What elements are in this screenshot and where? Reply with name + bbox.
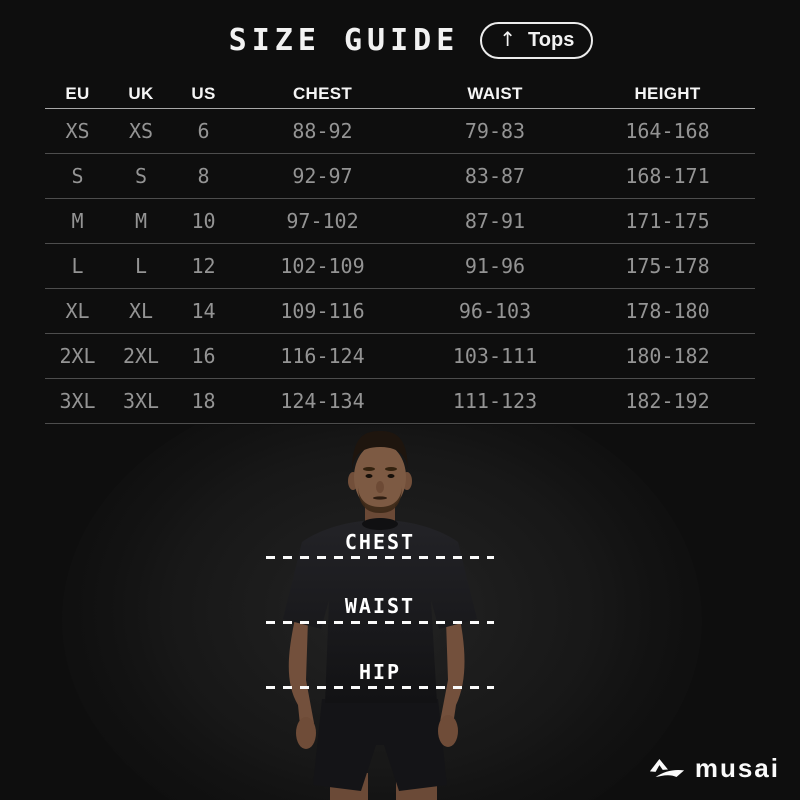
brand-logo-icon (649, 759, 684, 778)
table-cell: 2XL (122, 344, 160, 368)
table-header-row: EU UK US CHEST WAIST HEIGHT (45, 80, 755, 109)
column-header-chest: CHEST (292, 84, 353, 103)
table-cell: 6 (197, 119, 210, 143)
table-row-xs: XS XS 6 88-92 79-83 164-168 (45, 109, 755, 154)
measurement-label-hip: HIP (358, 660, 402, 684)
table-cell: 3XL (59, 389, 96, 413)
table-cell: L (134, 254, 148, 278)
column-header-waist: WAIST (467, 84, 523, 103)
table-cell: 102-109 (280, 254, 365, 278)
column-header-height: HEIGHT (634, 84, 701, 103)
table-cell: S (71, 164, 84, 188)
hip-dashed-line (266, 686, 494, 689)
model-photo (62, 425, 702, 800)
table-cell: 91-96 (464, 254, 526, 278)
table-row-xl: XL XL 14 109-116 96-103 178-180 (45, 289, 755, 334)
table-cell: 175-178 (625, 254, 710, 278)
table-cell: S (134, 164, 148, 188)
page-title: SIZE GUIDE (228, 22, 460, 58)
brand-logo-text: musai (694, 752, 780, 783)
table-cell: 103-111 (452, 344, 538, 368)
table-cell: 12 (191, 254, 216, 278)
table-cell: XL (128, 299, 154, 323)
table-cell: 83-87 (464, 164, 526, 188)
table-cell: 3XL (122, 389, 160, 413)
up-arrow-icon: ↑ (499, 27, 517, 51)
table-cell: XS (65, 119, 90, 143)
measurement-label-chest: CHEST (344, 530, 416, 554)
table-cell: 16 (191, 344, 216, 368)
table-cell: 14 (191, 299, 216, 323)
table-cell: XL (65, 299, 90, 323)
chest-dashed-line (266, 556, 494, 559)
table-cell: 18 (191, 389, 216, 413)
table-cell: 180-182 (625, 344, 710, 368)
table-cell: 8 (197, 164, 210, 188)
table-cell: 178-180 (625, 299, 710, 323)
table-cell: 97-102 (286, 209, 359, 233)
table-cell: 88-92 (292, 119, 353, 143)
table-cell: M (134, 209, 148, 233)
table-cell: XS (128, 119, 154, 143)
table-cell: 168-171 (625, 164, 710, 188)
waist-dashed-line (266, 621, 494, 624)
column-header-eu: EU (65, 84, 90, 103)
table-cell: 116-124 (280, 344, 365, 368)
table-row-l: L L 12 102-109 91-96 175-178 (45, 244, 755, 289)
table-cell: 87-91 (464, 209, 526, 233)
table-cell: 92-97 (292, 164, 353, 188)
table-cell: 164-168 (625, 119, 710, 143)
category-badge[interactable]: ↑ Tops (480, 21, 594, 59)
table-cell: 96-103 (458, 299, 532, 323)
table-cell: L (71, 254, 84, 278)
measurement-label-waist: WAIST (344, 594, 416, 618)
table-row-m: M M 10 97-102 87-91 171-175 (45, 199, 755, 244)
table-cell: 10 (191, 209, 216, 233)
table-cell: 2XL (59, 344, 96, 368)
table-row-2xl: 2XL 2XL 16 116-124 103-111 180-182 (45, 334, 755, 379)
table-cell: 182-192 (625, 389, 710, 413)
category-badge-label: Tops (528, 28, 575, 51)
column-header-uk: UK (128, 84, 154, 103)
table-cell: 111-123 (452, 389, 538, 413)
table-row-s: S S 8 92-97 83-87 168-171 (45, 154, 755, 199)
table-cell: 109-116 (280, 299, 365, 323)
brand-logo: musai (648, 755, 780, 782)
table-cell: 171-175 (625, 209, 710, 233)
table-cell: 124-134 (280, 389, 365, 413)
table-cell: 79-83 (464, 119, 526, 143)
table-cell: M (71, 209, 84, 233)
table-row-3xl: 3XL 3XL 18 124-134 111-123 182-192 (45, 379, 755, 424)
size-table: EU UK US CHEST WAIST HEIGHT XS XS 6 88-9… (45, 80, 755, 424)
column-header-us: US (191, 84, 216, 103)
header: SIZE GUIDE ↑ Tops (11, 20, 800, 60)
